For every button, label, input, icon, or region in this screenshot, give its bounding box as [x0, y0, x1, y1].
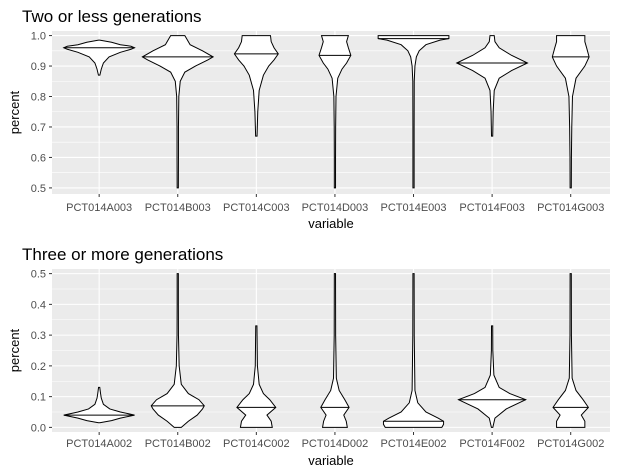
y-tick-label: 1.0	[31, 31, 46, 43]
x-tick-label: PCT014C002	[223, 438, 290, 450]
y-axis-label: percent	[7, 90, 22, 134]
y-tick-label: 0.7	[31, 122, 46, 134]
x-tick-label: PCT014F002	[459, 438, 524, 450]
violin-PCT014E003	[377, 35, 450, 189]
panel-title: Two or less generations	[22, 7, 202, 26]
x-axis-label: variable	[308, 453, 354, 468]
x-tick-label: PCT014F003	[459, 202, 524, 214]
x-tick-label: PCT014D002	[302, 438, 369, 450]
violin-PCT014A003	[62, 39, 136, 76]
x-tick-label: PCT014B003	[145, 202, 211, 214]
y-tick-label: 0.5	[31, 269, 46, 281]
violin-PCT014C002	[236, 325, 277, 428]
y-tick-label: 0.2	[31, 361, 46, 373]
panel-2: 0.0 0.1 0.2 0.3 0.4 0.5 PCT014A002 PCT014B002 PC…	[7, 245, 610, 468]
x-tick-label: PCT014E002	[380, 438, 446, 450]
y-tick-label: 0.1	[31, 392, 46, 404]
y-tick-label: 0.3	[31, 330, 46, 342]
x-tick-label: PCT014C003	[223, 202, 290, 214]
x-tick-label: PCT014G002	[537, 438, 604, 450]
x-axis-label: variable	[308, 216, 354, 231]
y-tick-label: 0.0	[31, 422, 46, 434]
x-tick-label: PCT014A002	[66, 438, 132, 450]
violin-PCT014C003	[233, 35, 279, 137]
violin-PCT014A002	[63, 386, 135, 424]
x-tick-label: PCT014B002	[145, 438, 211, 450]
panel-title: Three or more generations	[22, 245, 223, 264]
violin-PCT014G003	[551, 35, 590, 189]
panel-1: 0.5 0.6 0.7 0.8 0.9 1.0 PCT014A003 PCT014B003 PC…	[7, 7, 610, 231]
x-tick-label: PCT014G003	[537, 202, 604, 214]
violin-PCT014G002	[552, 273, 590, 428]
violin-PCT014D003	[318, 35, 352, 189]
y-tick-label: 0.5	[31, 183, 46, 195]
y-tick-label: 0.8	[31, 92, 46, 104]
y-tick-label: 0.6	[31, 152, 46, 164]
violin-PCT014F003	[455, 35, 529, 137]
violin-PCT014D002	[320, 273, 350, 428]
x-tick-label: PCT014D003	[302, 202, 369, 214]
x-tick-label: PCT014A003	[66, 202, 132, 214]
x-tick-label: PCT014E003	[380, 202, 446, 214]
y-tick-label: 0.4	[31, 299, 46, 311]
violin-PCT014B003	[141, 35, 215, 189]
y-tick-label: 0.9	[31, 61, 46, 73]
y-axis-label: percent	[7, 328, 22, 372]
